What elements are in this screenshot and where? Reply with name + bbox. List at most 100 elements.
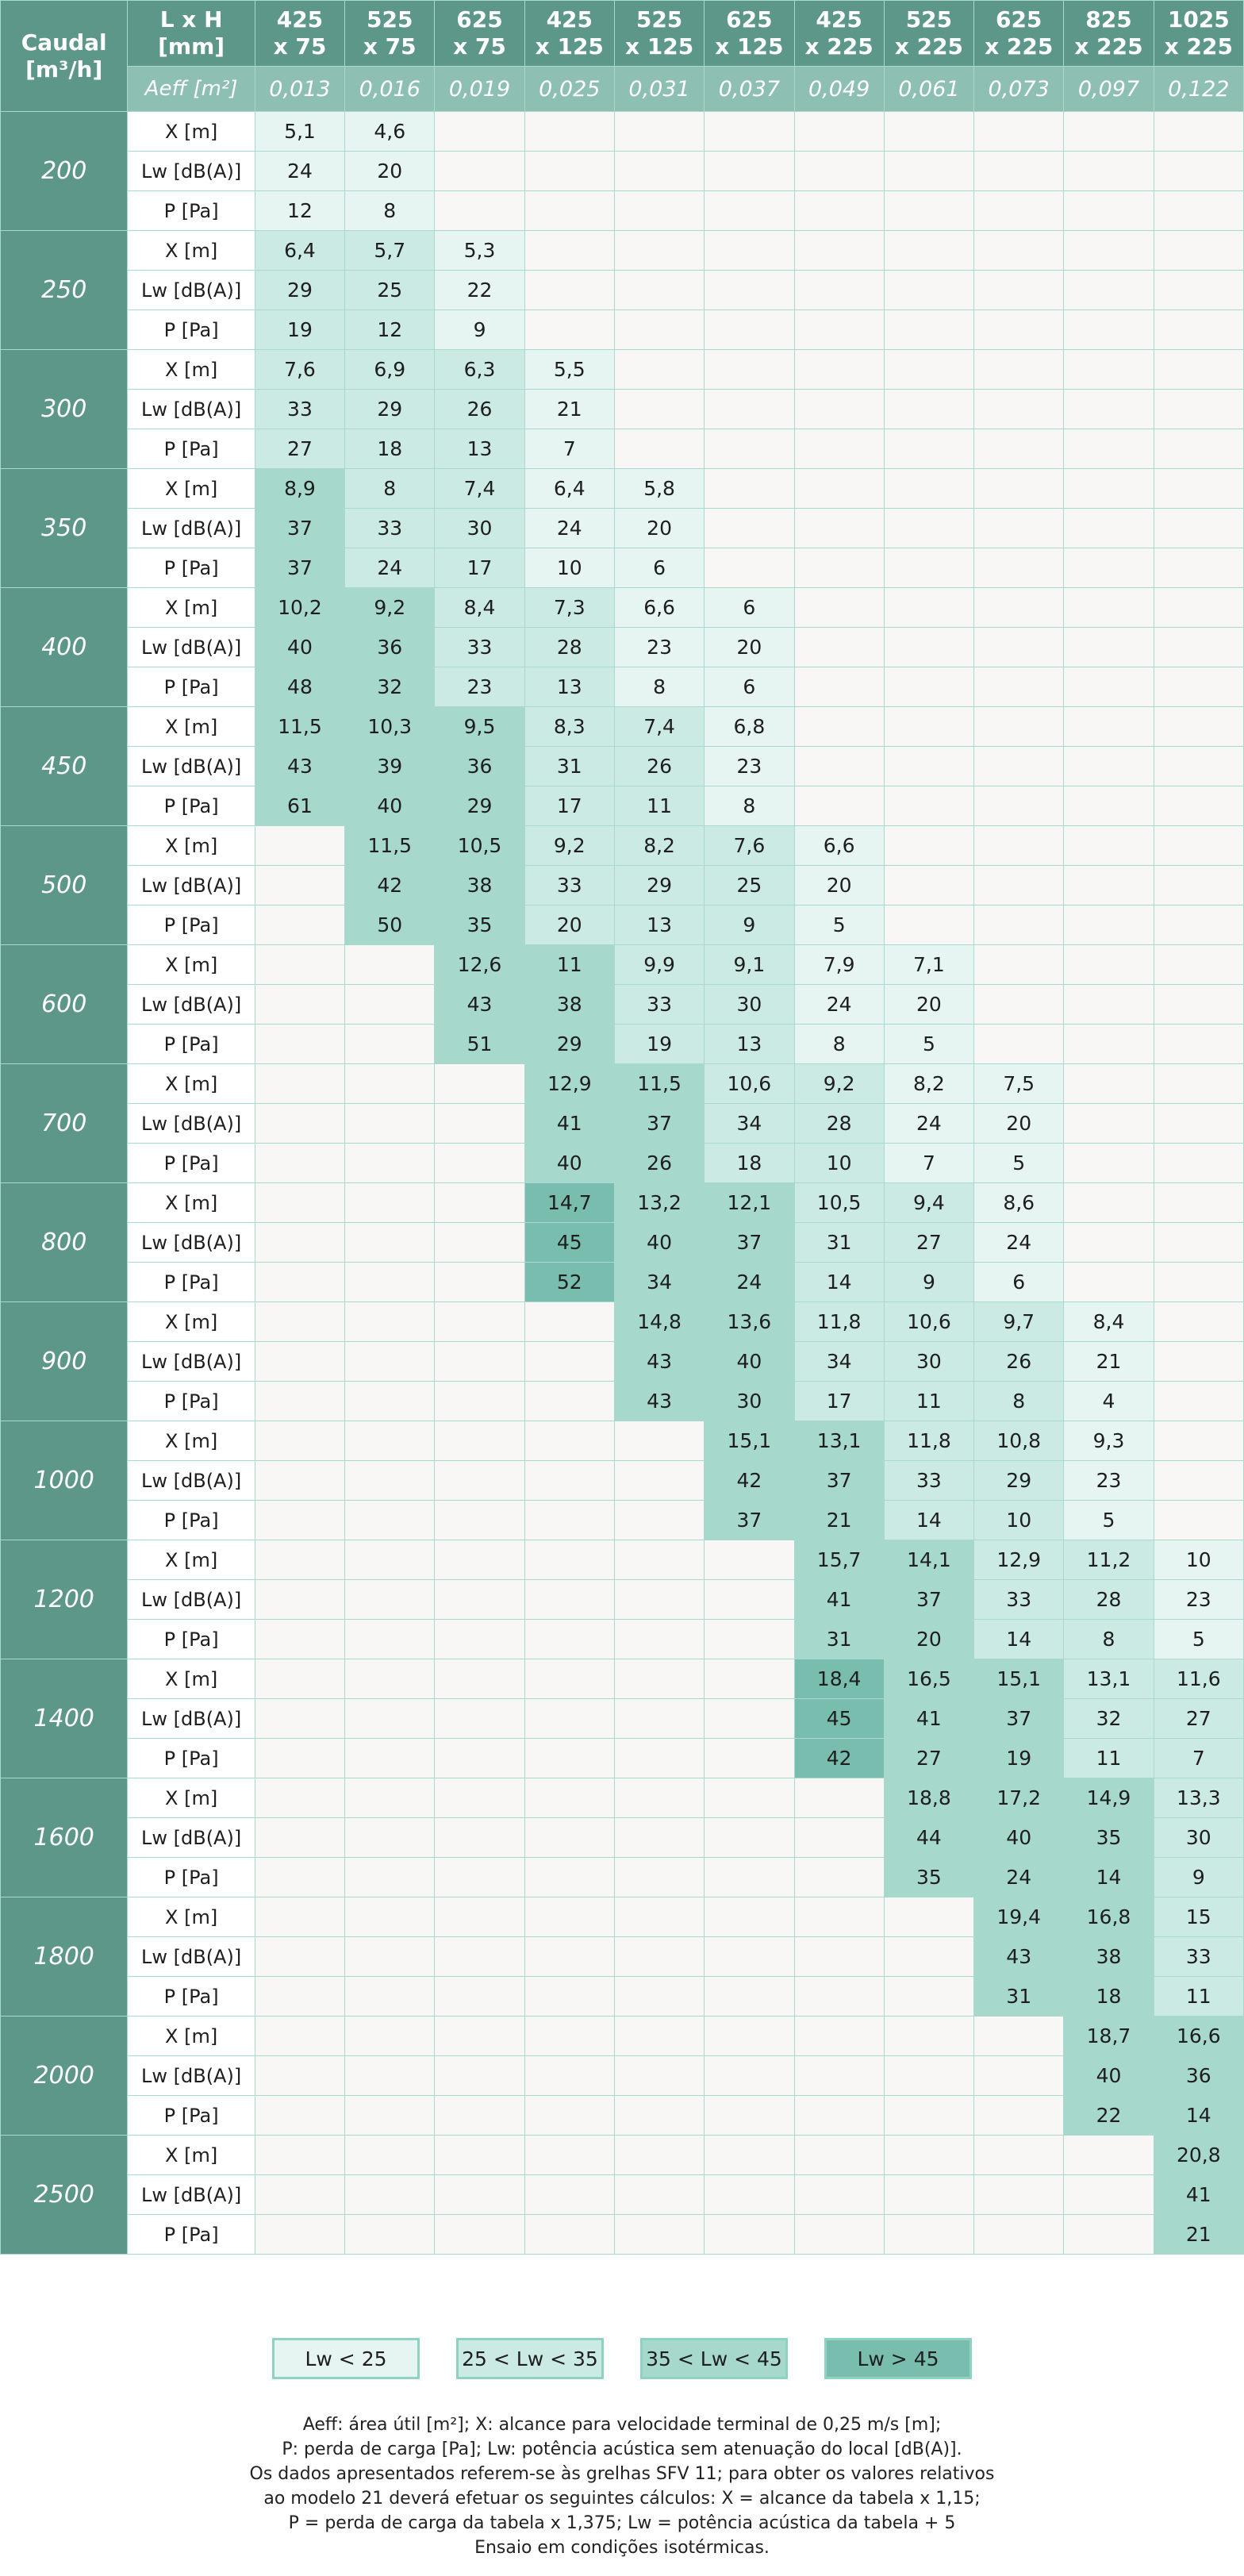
empty-cell [704, 2055, 795, 2096]
empty-cell [344, 1659, 436, 1699]
value-cell: 7,1 [883, 944, 975, 985]
empty-cell [434, 1063, 525, 1104]
empty-cell [613, 310, 705, 350]
empty-cell [434, 1222, 525, 1263]
empty-cell [1153, 1301, 1244, 1342]
empty-cell [1063, 2135, 1154, 2175]
row-label: Lw [dB(A)] [127, 627, 255, 667]
empty-cell [793, 270, 885, 310]
value-cell: 37 [704, 1222, 795, 1263]
empty-cell [883, 2095, 975, 2136]
empty-cell [793, 1976, 885, 2017]
empty-cell [1153, 349, 1244, 390]
value-cell: 11,2 [1063, 1540, 1154, 1580]
row-label: Lw [dB(A)] [127, 151, 255, 191]
value-cell: 61 [254, 786, 346, 826]
model-header: 425 x 225 [793, 0, 885, 67]
value-cell: 13 [704, 1024, 795, 1064]
empty-cell [613, 1500, 705, 1540]
table-row: 1600 X [m] 18,8 17,2 14,9 13,3 [0, 1778, 1244, 1897]
value-cell: 32 [344, 667, 436, 707]
empty-cell [254, 1579, 346, 1620]
empty-cell [434, 1500, 525, 1540]
value-cell: 17 [793, 1381, 885, 1421]
row-label: Lw [dB(A)] [127, 865, 255, 905]
empty-cell [613, 1857, 705, 1897]
empty-cell [793, 627, 885, 667]
empty-cell [524, 1421, 615, 1461]
empty-cell [1063, 706, 1154, 747]
value-cell: 20 [883, 1619, 975, 1659]
empty-cell [434, 1936, 525, 1977]
value-cell: 8,2 [613, 825, 705, 866]
value-cell: 12 [254, 190, 346, 231]
model-width: 1025 [1167, 6, 1230, 33]
value-cell: 27 [883, 1222, 975, 1263]
lxh-header: L x H [mm] [127, 0, 255, 67]
value-cell: 34 [613, 1262, 705, 1302]
value-cell: 14 [883, 1500, 975, 1540]
empty-cell [254, 1857, 346, 1897]
value-cell: 23 [434, 667, 525, 707]
value-cell: 8 [1063, 1619, 1154, 1659]
empty-cell [704, 151, 795, 191]
value-cell: 34 [704, 1103, 795, 1144]
empty-cell [1063, 825, 1154, 866]
empty-cell [1063, 1063, 1154, 1104]
empty-cell [883, 587, 975, 628]
empty-cell [1063, 786, 1154, 826]
caudal-value: 350 [0, 468, 129, 588]
empty-cell [434, 190, 525, 231]
value-cell: 14 [973, 1619, 1065, 1659]
empty-cell [434, 1421, 525, 1461]
table-row: Lw [dB(A)] 40 36 [1, 2055, 1244, 2096]
row-label: P [Pa] [127, 905, 255, 945]
row-label: X [m] [127, 587, 255, 628]
value-cell: 7 [883, 1143, 975, 1183]
table-row: Lw [dB(A)] 41 37 33 28 23 [1, 1579, 1244, 1620]
legend-item-low: Lw < 25 [272, 2338, 420, 2379]
value-cell: 23 [1153, 1579, 1244, 1620]
empty-cell [704, 508, 795, 548]
value-cell: 29 [344, 389, 436, 429]
empty-cell [613, 389, 705, 429]
empty-cell [344, 1897, 436, 1937]
empty-cell [704, 2016, 795, 2056]
empty-cell [973, 2174, 1065, 2215]
empty-cell [524, 1857, 615, 1897]
header-row: Caudal [m³/h] L x H [mm] 425 x 75 525 x 75 6… [0, 0, 1244, 112]
value-cell: 5 [793, 905, 885, 945]
value-cell: 36 [344, 627, 436, 667]
model-height: x 225 [1164, 33, 1233, 60]
value-cell: 24 [973, 1857, 1065, 1897]
empty-cell [793, 151, 885, 191]
empty-cell [704, 389, 795, 429]
model-header: 1025 x 225 [1153, 0, 1244, 67]
empty-cell [613, 1817, 705, 1858]
empty-cell [254, 905, 346, 945]
empty-cell [1063, 984, 1154, 1025]
value-cell: 14 [1153, 2095, 1244, 2136]
value-cell: 41 [524, 1103, 615, 1144]
value-cell: 6 [973, 1262, 1065, 1302]
value-cell: 7,3 [524, 587, 615, 628]
empty-cell [344, 1778, 436, 1818]
table-row: 600 X [m] 12,6 11 9,9 9,1 7,9 7,1 [0, 944, 1244, 1064]
empty-cell [1063, 508, 1154, 548]
empty-cell [883, 310, 975, 350]
empty-cell [883, 190, 975, 231]
row-label: Lw [dB(A)] [127, 1817, 255, 1858]
empty-cell [883, 389, 975, 429]
value-cell: 33 [434, 627, 525, 667]
empty-cell [613, 1897, 705, 1937]
table-row: P [Pa] 37 21 14 10 5 [1, 1500, 1244, 1540]
empty-cell [883, 706, 975, 747]
empty-cell [973, 786, 1065, 826]
row-label: X [m] [127, 349, 255, 390]
empty-cell [344, 2055, 436, 2096]
value-cell: 6,6 [793, 825, 885, 866]
value-cell: 10,6 [883, 1301, 975, 1342]
empty-cell [793, 786, 885, 826]
empty-cell [434, 1143, 525, 1183]
empty-cell [793, 2016, 885, 2056]
